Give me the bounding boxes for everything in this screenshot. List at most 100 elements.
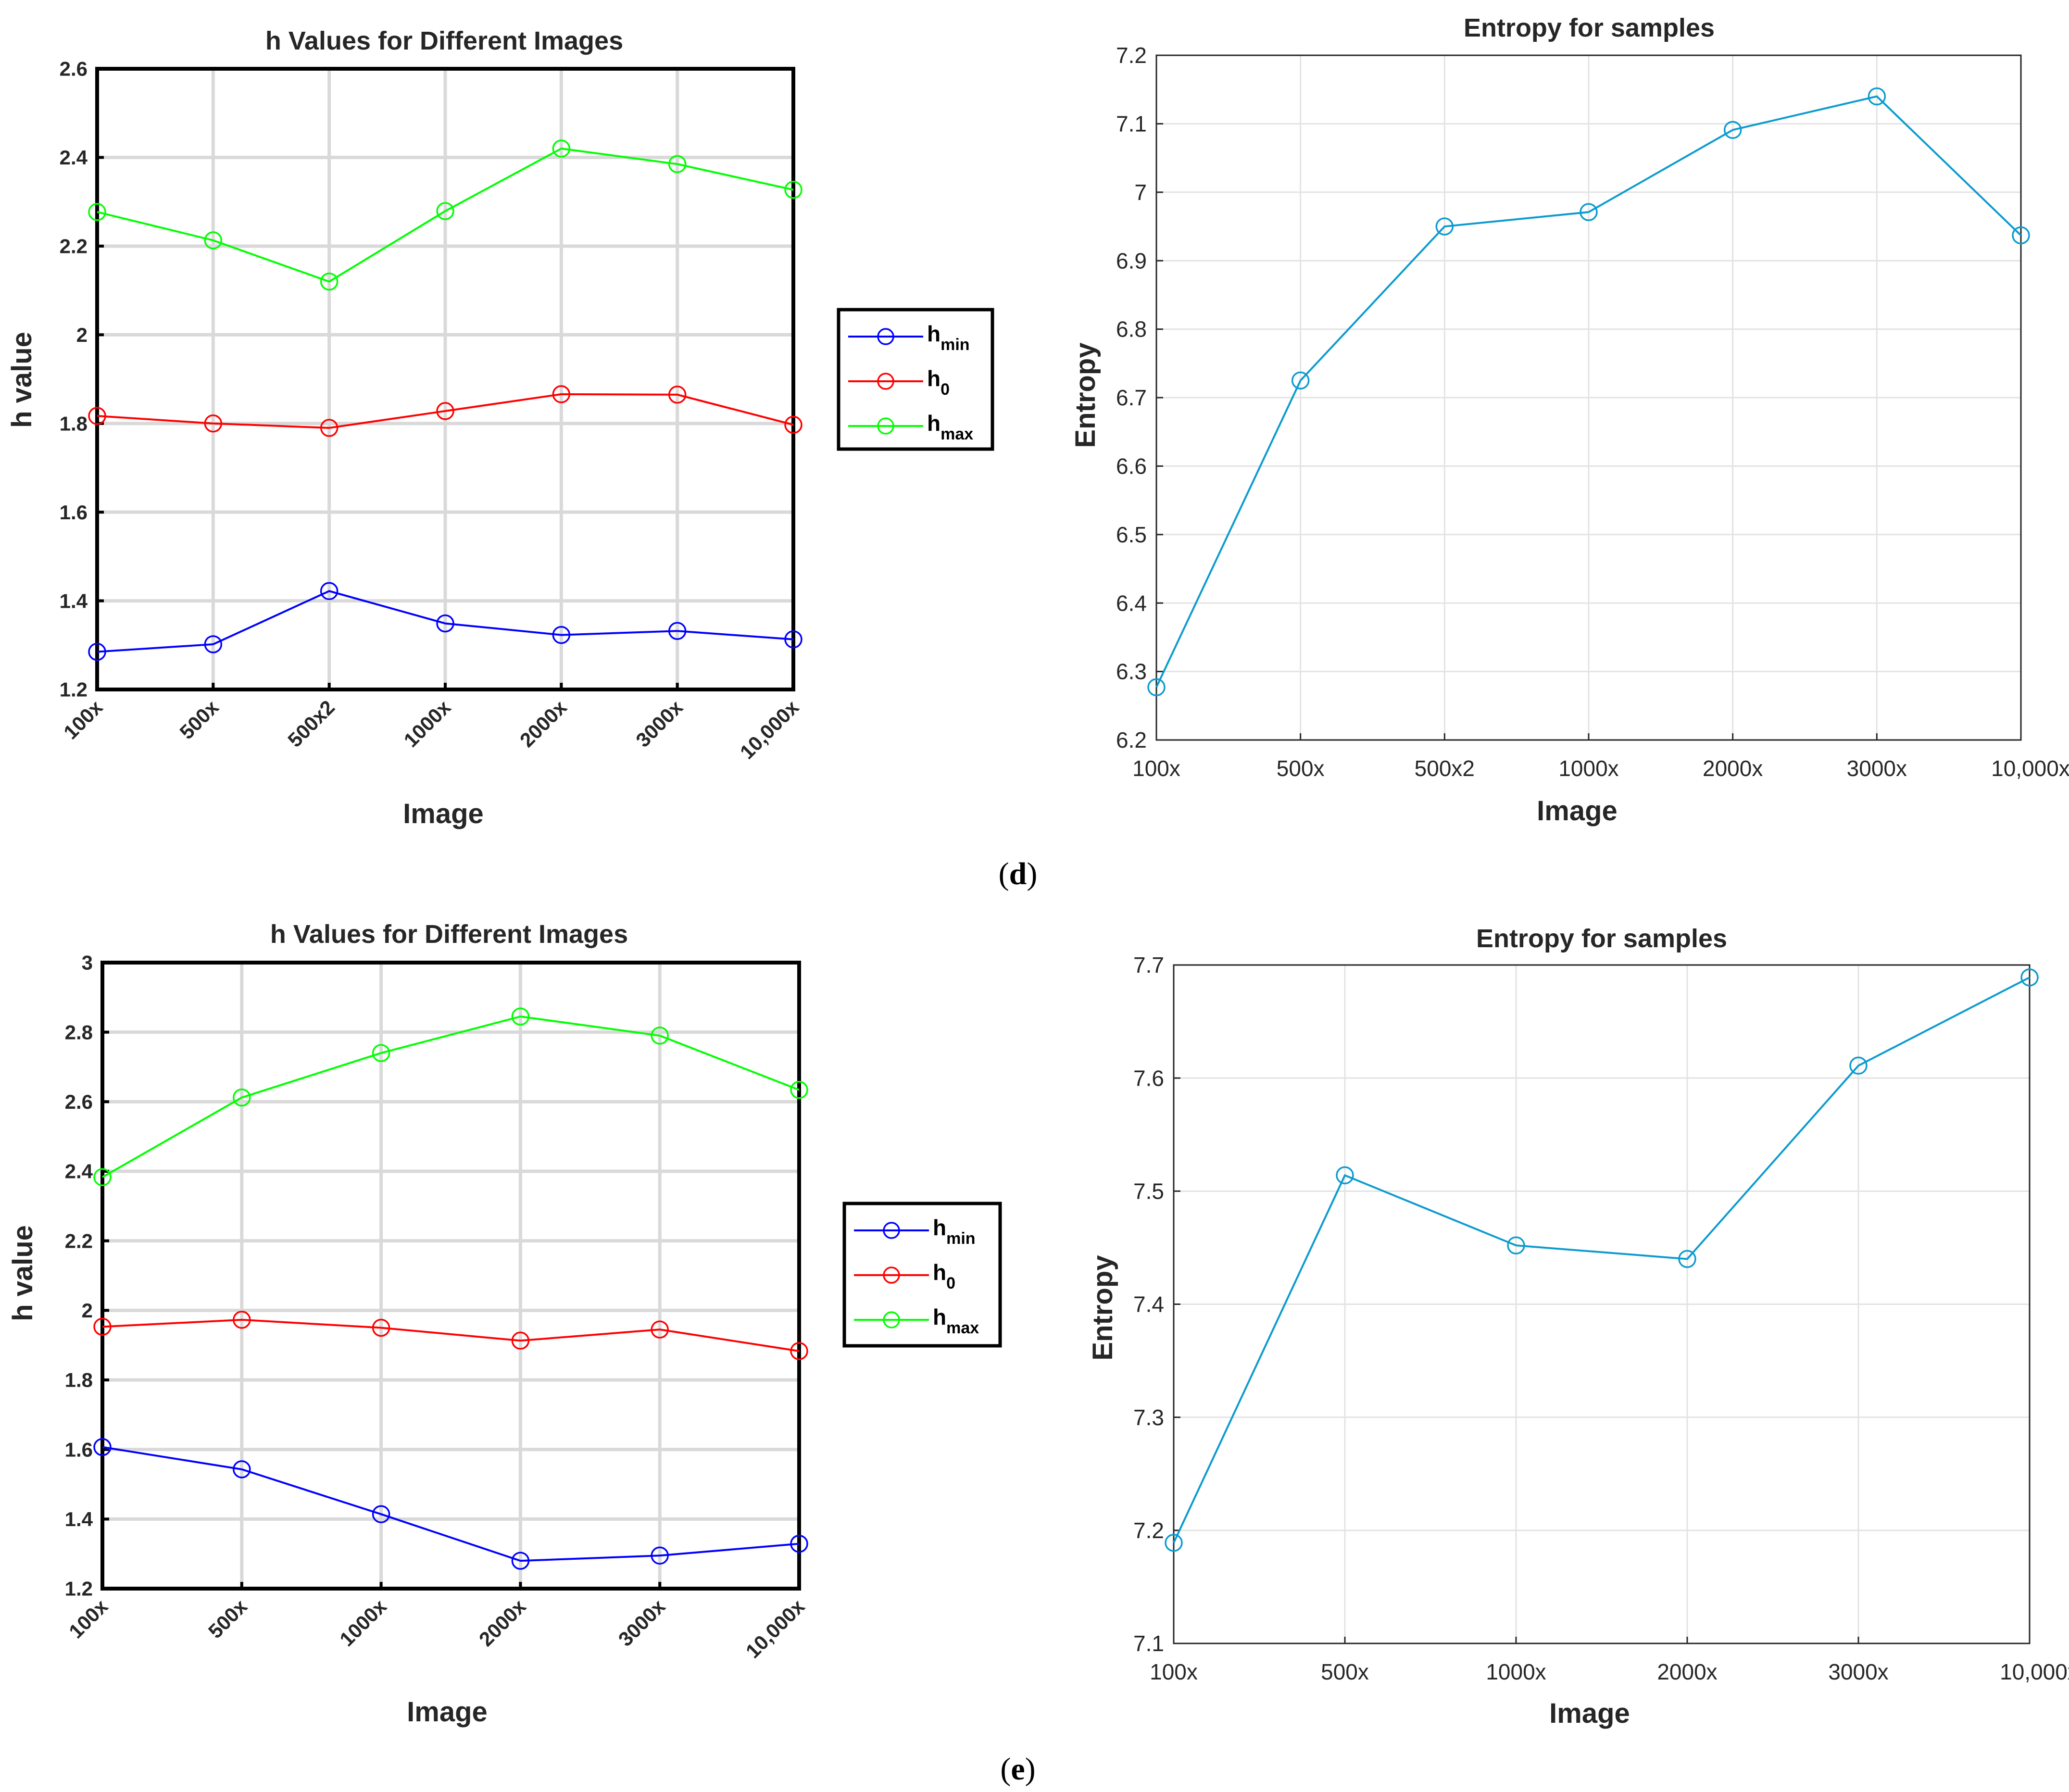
y-tick-label: 6.8 [1116,317,1147,342]
data-point-h_0 [204,414,223,433]
y-tick-label: 1.8 [65,1369,93,1391]
data-point-h_min [790,1534,808,1553]
data-point-h_0 [511,1331,530,1350]
legend-label: hmax [933,1304,979,1337]
data-point-h_max [204,231,223,250]
y-tick-label: 6.3 [1116,659,1147,684]
chart-e-right: Entropy for samples Image Entropy 7.1 7.2… [1087,924,2069,1729]
data-point-h_0 [372,1318,390,1337]
legend-marker [883,1266,900,1284]
chart-d-right: Entropy for samples Image Entropy 6.2 6.3… [1070,13,2069,827]
x-tick-label: 1000x [1558,756,1618,781]
x-axis-label: Image [1549,1698,1630,1729]
x-tick-label: 1000x [1486,1659,1546,1684]
y-tick-label: 1.6 [65,1438,93,1461]
y-tick-label: 2.2 [60,235,88,258]
y-tick-label: 6.2 [1116,727,1147,752]
y-tick-label: 7 [1134,180,1147,205]
data-point-h_min [320,582,339,601]
data-point-entropy [1678,1250,1696,1268]
series-line-h_max [97,147,794,283]
data-point-h_0 [651,1320,669,1339]
x-axis-label: Image [1537,795,1618,827]
legend: hmin h0 hmax [837,308,994,451]
y-tick-label: 1.2 [65,1578,93,1600]
y-tick-label: 1.2 [60,678,88,701]
chart-title: h Values for Different Images [265,26,623,55]
data-point-h_max [320,272,339,291]
data-point-h_0 [790,1342,808,1360]
data-point-h_min [88,642,106,661]
y-tick-label: 6.4 [1116,590,1147,615]
caption-e: (e) [1000,1752,1035,1787]
data-point-entropy [1291,371,1310,390]
data-point-h_min [93,1438,112,1456]
data-point-h_0 [233,1311,251,1329]
series-line-h_0 [102,1318,800,1352]
data-point-h_0 [552,385,571,403]
data-point-h_max [552,139,571,158]
x-tick-label: 10,000x [1991,756,2069,781]
x-axis-label: Image [403,798,484,829]
legend-marker [883,1222,900,1239]
data-point-h_min [436,614,454,633]
data-point-h_max [93,1168,112,1187]
y-tick-label: 6.6 [1116,454,1147,479]
data-point-h_max [233,1088,251,1107]
x-tick-label: 500x [1321,1659,1369,1684]
data-point-entropy [1147,678,1166,697]
y-tick-label: 1.6 [60,501,88,524]
data-point-h_min [372,1505,390,1523]
chart-title: Entropy for samples [1464,13,1715,42]
y-tick-label: 2.4 [60,146,88,169]
data-point-h_min [204,635,223,653]
data-point-h_max [651,1027,669,1045]
y-tick-label: 6.5 [1116,522,1147,547]
x-tick-label: 500x2 [1415,756,1475,781]
y-tick-label: 6.7 [1116,385,1147,410]
y-tick-label: 7.2 [1116,43,1147,68]
data-point-entropy [1849,1056,1868,1075]
y-tick-label: 2.8 [65,1021,93,1043]
data-point-h_max [668,155,687,174]
y-tick-label: 7.1 [1133,1631,1164,1656]
x-tick-label: 500x [1277,756,1325,781]
series-line-h_max [102,1015,800,1178]
series-line-entropy [1173,977,2030,1543]
legend-marker [877,417,894,435]
y-tick-label: 2.2 [65,1229,93,1252]
x-axis-label: Image [407,1696,488,1728]
data-point-entropy [1507,1236,1525,1254]
data-point-h_max [372,1044,390,1062]
y-axis-label: h value [7,1225,38,1321]
plot-area: 7.1 7.2 7.3 7.4 7.5 7.6 7.7 100x 500x 1000x 2000x 3… [1133,952,2069,1684]
legend-marker [883,1311,900,1328]
data-point-entropy [1336,1166,1354,1185]
legend-label: h0 [933,1260,955,1292]
data-point-entropy [1868,87,1886,106]
y-tick-label: 2.4 [65,1160,93,1183]
y-tick-label: 7.1 [1116,112,1147,137]
caption-d: (d) [999,856,1038,891]
data-point-h_max [790,1080,808,1099]
data-point-entropy [1165,1533,1183,1552]
chart-d-left: h Values for Different Images Image h va… [6,26,994,829]
y-tick-label: 2 [76,324,88,346]
legend: hmin h0 hmax [842,1202,1002,1348]
data-point-entropy [1435,217,1454,236]
series-line-h_0 [97,393,794,429]
y-axis-label: Entropy [1087,1255,1118,1360]
y-tick-label: 7.6 [1133,1065,1164,1090]
data-point-h_min [784,630,803,649]
data-point-h_0 [436,402,454,420]
data-point-h_0 [93,1317,112,1336]
data-point-h_min [233,1460,251,1479]
series-line-entropy [1155,95,2022,688]
legend-label: hmin [927,321,970,354]
y-axis-label: h value [6,332,38,428]
data-point-h_max [784,180,803,199]
legend-label: h0 [927,366,950,399]
